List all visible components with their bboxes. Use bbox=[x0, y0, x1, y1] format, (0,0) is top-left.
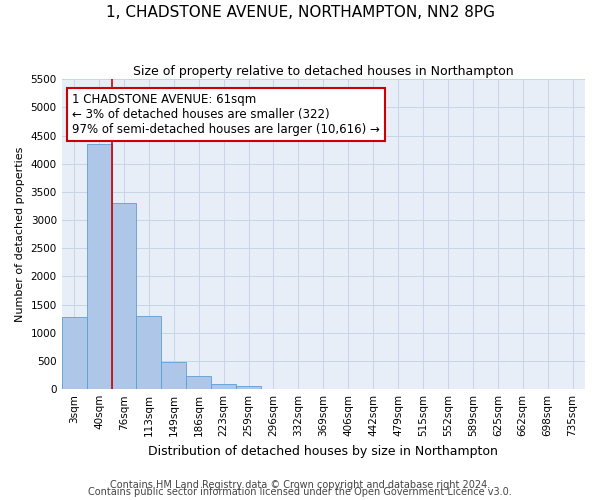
Bar bbox=[112, 203, 136, 389]
Bar bbox=[211, 384, 236, 389]
Bar bbox=[86, 144, 112, 389]
Bar bbox=[136, 316, 161, 389]
Bar bbox=[161, 362, 186, 389]
Text: 1, CHADSTONE AVENUE, NORTHAMPTON, NN2 8PG: 1, CHADSTONE AVENUE, NORTHAMPTON, NN2 8P… bbox=[106, 5, 494, 20]
Y-axis label: Number of detached properties: Number of detached properties bbox=[15, 146, 25, 322]
Text: Contains public sector information licensed under the Open Government Licence v3: Contains public sector information licen… bbox=[88, 487, 512, 497]
Bar bbox=[186, 376, 211, 389]
Bar bbox=[62, 317, 86, 389]
Bar bbox=[236, 386, 261, 389]
Text: 1 CHADSTONE AVENUE: 61sqm
← 3% of detached houses are smaller (322)
97% of semi-: 1 CHADSTONE AVENUE: 61sqm ← 3% of detach… bbox=[72, 93, 380, 136]
X-axis label: Distribution of detached houses by size in Northampton: Distribution of detached houses by size … bbox=[148, 444, 498, 458]
Title: Size of property relative to detached houses in Northampton: Size of property relative to detached ho… bbox=[133, 65, 514, 78]
Text: Contains HM Land Registry data © Crown copyright and database right 2024.: Contains HM Land Registry data © Crown c… bbox=[110, 480, 490, 490]
